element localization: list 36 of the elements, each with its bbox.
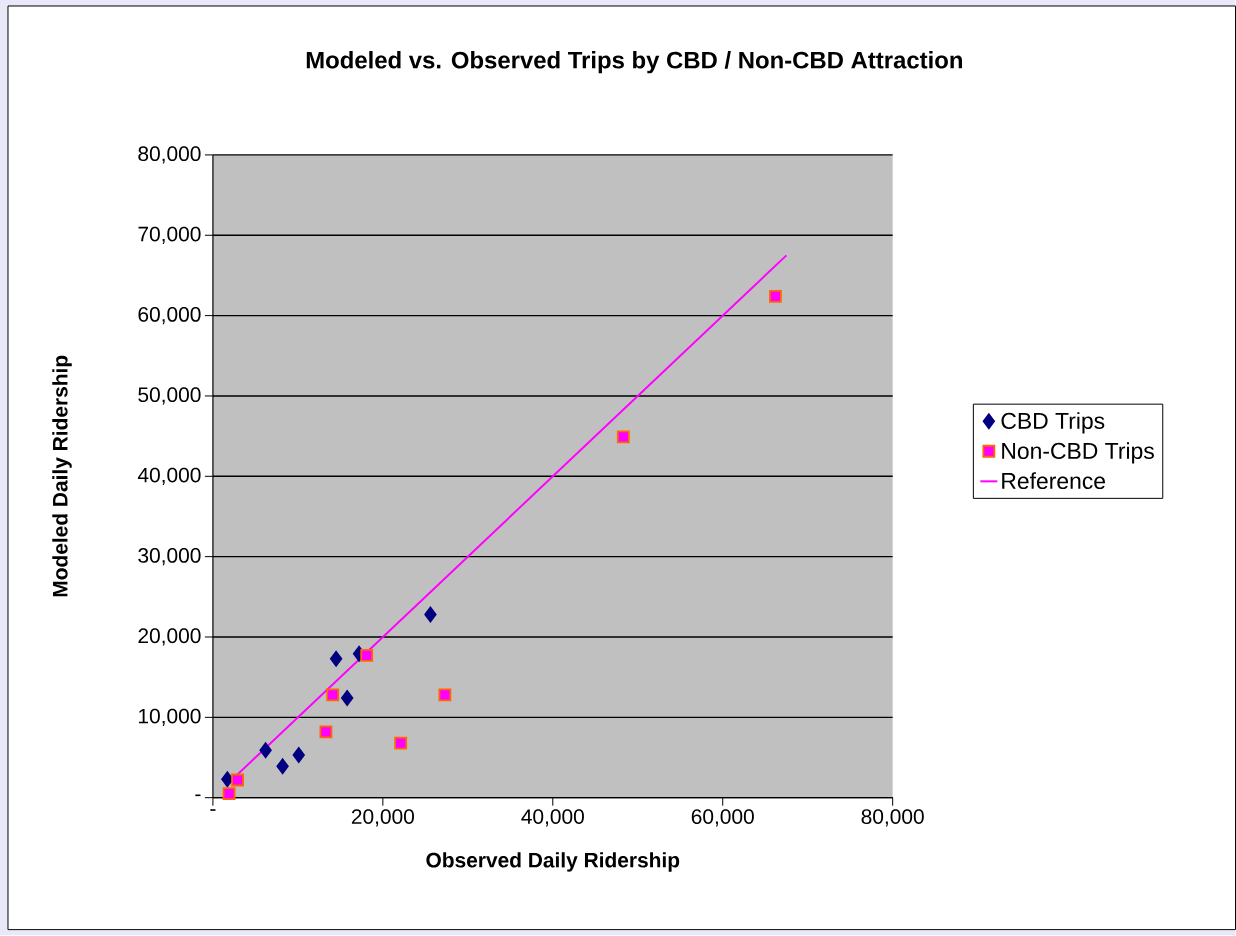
chart-title: Modeled vs. Observed Trips by CBD / Non-CBD Attraction — [306, 51, 962, 74]
y-tick-label: 30,000 — [138, 548, 201, 566]
point — [424, 606, 437, 623]
y-tick-label: 80,000 — [138, 146, 201, 164]
point — [319, 725, 333, 739]
point — [276, 758, 289, 775]
x-tick-label: 80,000 — [861, 809, 924, 827]
legend-label: Non-CBD Trips — [1002, 442, 1154, 464]
y-tick-label: 50,000 — [138, 387, 201, 405]
y-tick-label: 20,000 — [138, 628, 201, 646]
point — [394, 736, 408, 750]
y-tick-label: - — [195, 794, 201, 797]
point — [341, 690, 354, 707]
y-tick-label: 60,000 — [138, 307, 201, 325]
point — [616, 430, 630, 444]
point — [222, 787, 236, 801]
y-tick-label: 40,000 — [137, 467, 201, 486]
x-axis-title: Observed Daily Ridership — [426, 852, 680, 872]
x-tick-label: 20,000 — [351, 809, 414, 827]
x-tick-label: 60,000 — [691, 809, 754, 827]
y-tick-label: 70,000 — [138, 226, 201, 245]
x-tick-label: - — [210, 809, 216, 812]
point — [360, 649, 374, 663]
point — [326, 688, 340, 702]
point — [231, 773, 244, 787]
point — [769, 290, 782, 303]
legend-label: Reference — [1002, 472, 1105, 490]
point — [438, 688, 452, 702]
point — [329, 650, 343, 667]
y-tick-label: 10,000 — [139, 708, 201, 727]
point — [259, 742, 272, 759]
point — [221, 771, 234, 788]
point — [292, 747, 305, 764]
x-tick-label: 40,000 — [521, 809, 584, 827]
legend-label: CBD Trips — [1001, 412, 1105, 434]
y-axis-title: Modeled Daily Ridership — [52, 355, 72, 597]
